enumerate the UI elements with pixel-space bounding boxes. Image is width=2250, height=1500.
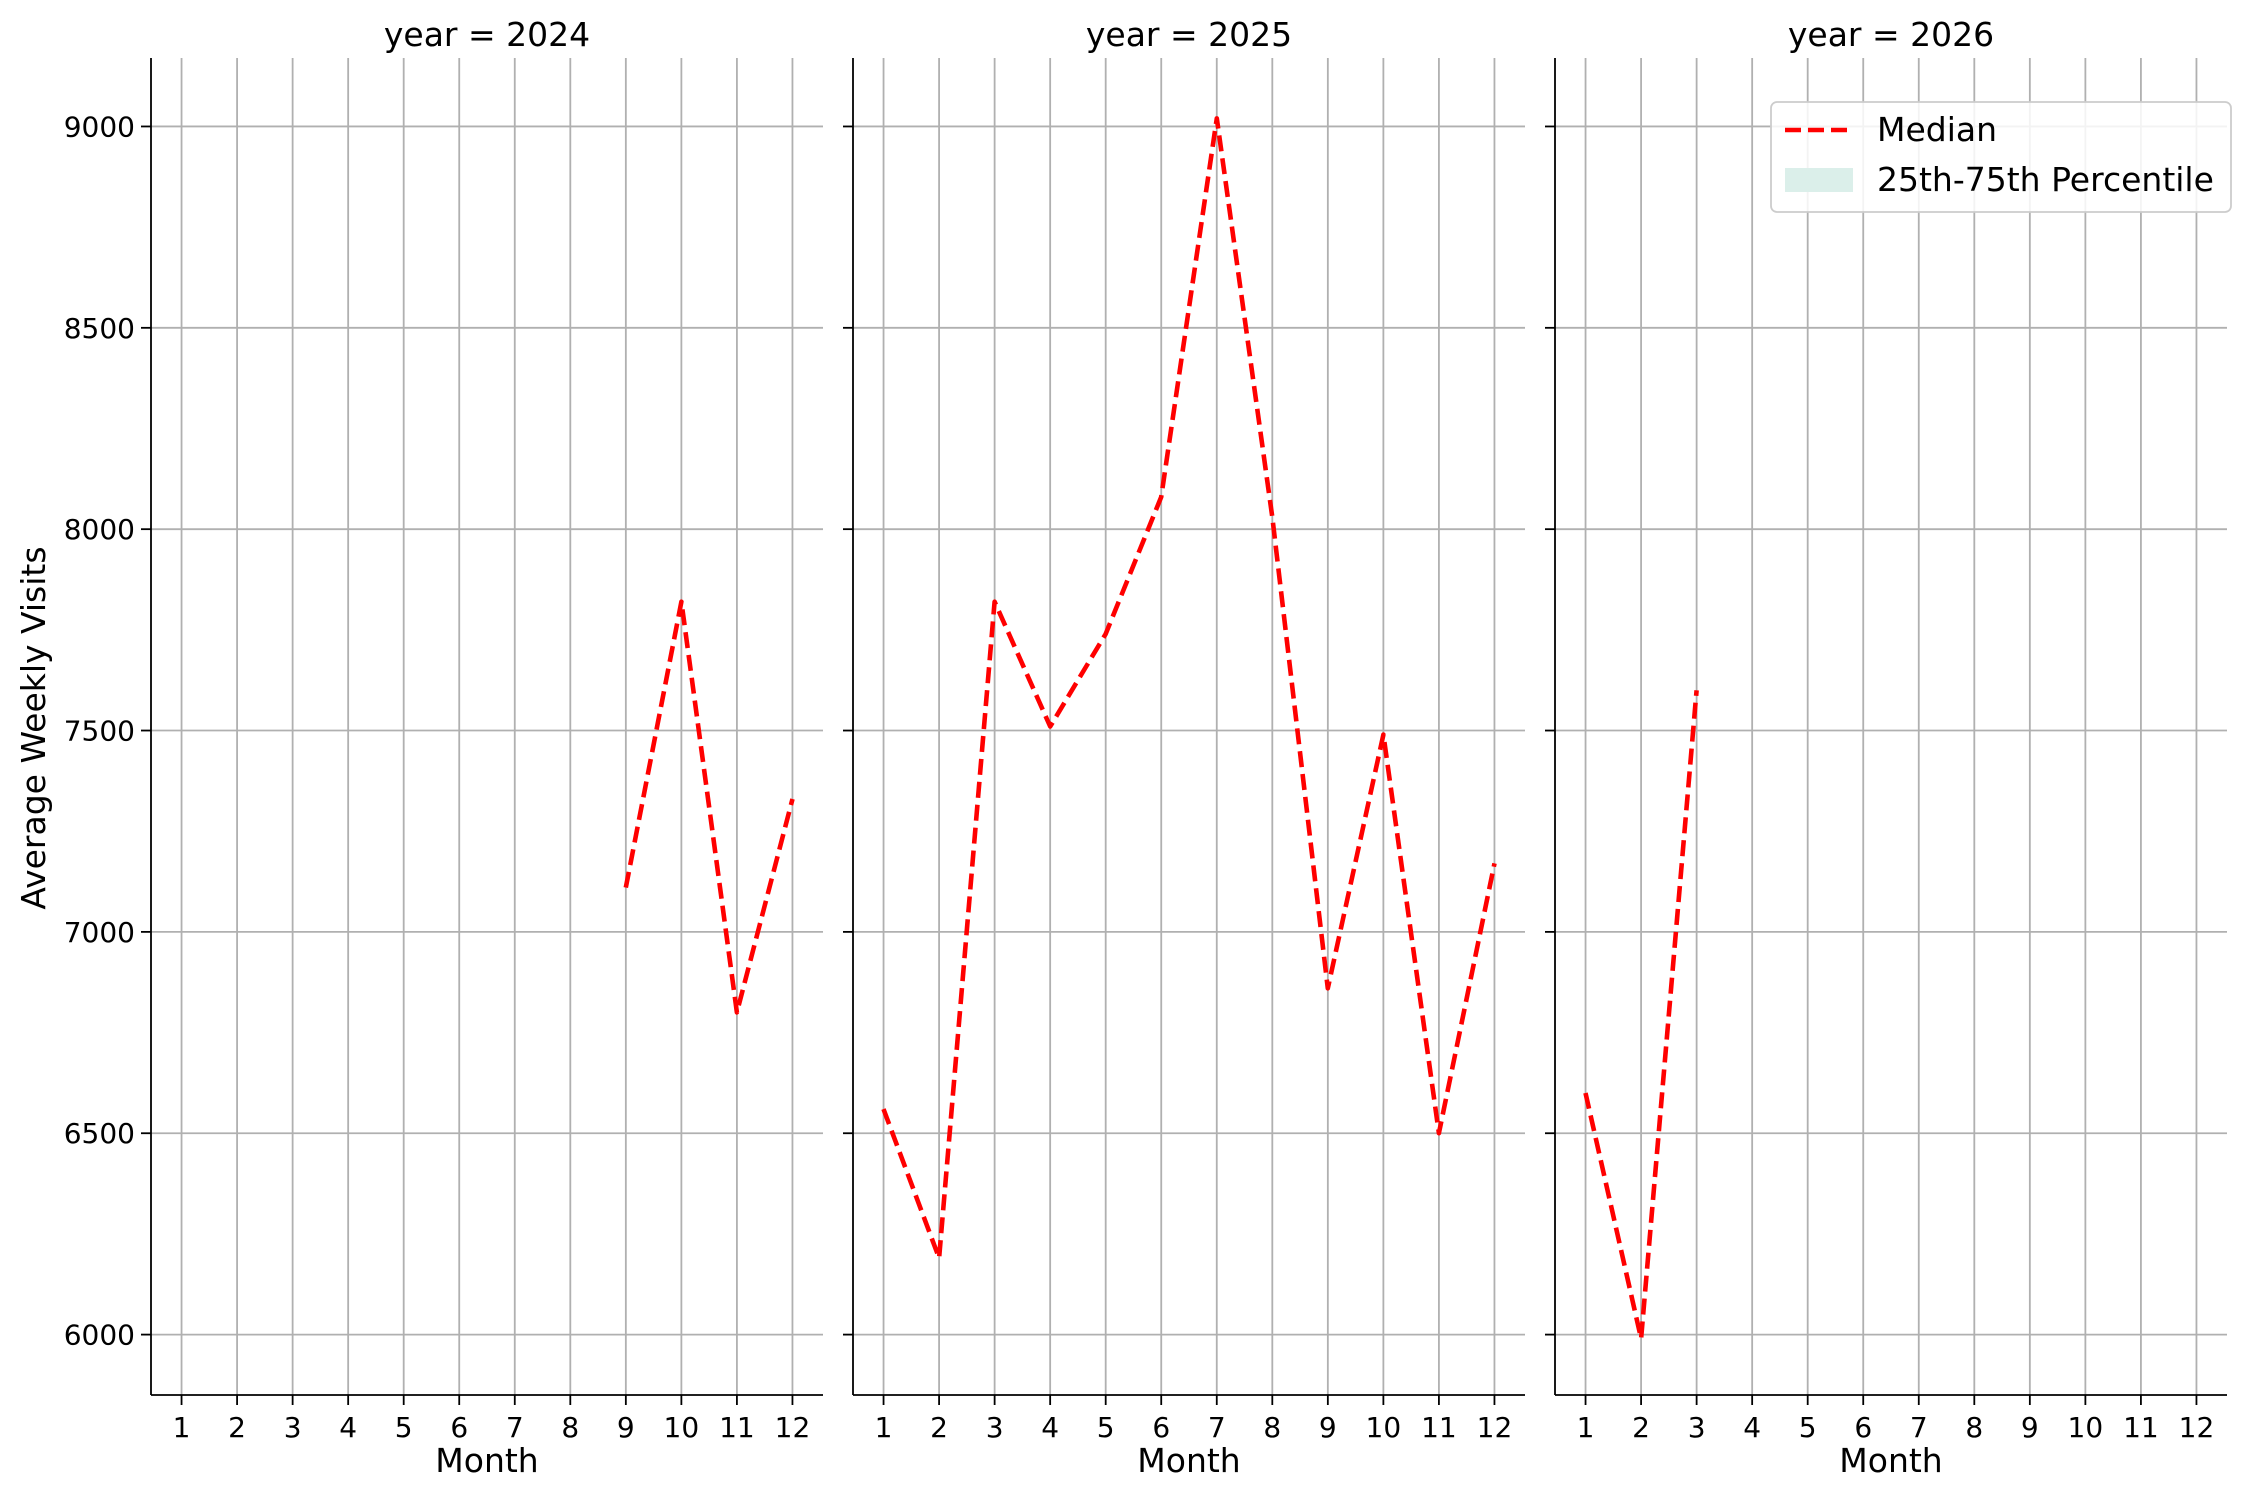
median-point (1638, 1336, 1644, 1342)
y-tick-label: 8000 (64, 513, 135, 546)
x-tick-label: 11 (1421, 1411, 1457, 1444)
x-tick-label: 4 (1743, 1411, 1761, 1444)
median-point (789, 796, 795, 802)
x-tick-label: 6 (450, 1411, 468, 1444)
x-tick-label: 2 (930, 1411, 948, 1444)
x-tick-label: 8 (1965, 1411, 1983, 1444)
median-point (1103, 631, 1109, 637)
legend-median-label: Median (1877, 110, 1997, 149)
x-tick-label: 11 (2123, 1411, 2159, 1444)
y-tick-label: 9000 (64, 110, 135, 143)
x-tick-label: 3 (284, 1411, 302, 1444)
x-tick-label: 2 (228, 1411, 246, 1444)
x-tick-label: 10 (2068, 1411, 2104, 1444)
legend-frame (1770, 101, 2232, 213)
legend-percentile-label: 25th-75th Percentile (1877, 160, 2214, 199)
facet-title: year = 2025 (1086, 15, 1292, 54)
median-series-line (881, 116, 1497, 1261)
x-tick-label: 7 (1208, 1411, 1226, 1444)
median-point (881, 1106, 887, 1112)
x-tick-label: 12 (1477, 1411, 1513, 1444)
median-point (734, 1009, 740, 1015)
facet-title: year = 2024 (384, 15, 590, 54)
median-point (1269, 514, 1275, 520)
x-tick-label: 4 (1041, 1411, 1059, 1444)
legend-percentile-swatch (1785, 168, 1853, 192)
median-point (936, 1255, 942, 1261)
x-tick-label: 6 (1854, 1411, 1872, 1444)
y-tick-label: 7500 (64, 715, 135, 748)
x-tick-label: 9 (1319, 1411, 1337, 1444)
facet-panels: 1 2 3 4 5 6 7 8 9 10 11 126000650070007500800085009… (64, 15, 2227, 1480)
x-tick-label: 1 (875, 1411, 893, 1444)
x-tick-label: 2 (1632, 1411, 1650, 1444)
x-tick-label: 6 (1152, 1411, 1170, 1444)
y-tick-label: 6500 (64, 1117, 135, 1150)
median-point (1214, 115, 1220, 121)
x-tick-label: 3 (1688, 1411, 1706, 1444)
x-tick-label: 5 (395, 1411, 413, 1444)
x-tick-label: 3 (986, 1411, 1004, 1444)
x-tick-label: 5 (1097, 1411, 1115, 1444)
x-tick-label: 11 (719, 1411, 755, 1444)
x-tick-label: 8 (1263, 1411, 1281, 1444)
median-point (1380, 732, 1386, 738)
median-point (1491, 860, 1497, 866)
median-series-line (623, 599, 795, 1015)
x-tick-label: 10 (664, 1411, 700, 1444)
grid (1555, 58, 2227, 1395)
x-tick-label: 5 (1799, 1411, 1817, 1444)
median-point (1325, 985, 1331, 991)
median-point (1694, 687, 1700, 693)
median-point (1583, 1090, 1589, 1096)
x-tick-label: 7 (506, 1411, 524, 1444)
y-axis-label: Average Weekly Visits (14, 546, 53, 909)
x-tick-label: 1 (173, 1411, 191, 1444)
x-axis-label: Month (1839, 1441, 1942, 1480)
x-axis-label: Month (435, 1441, 538, 1480)
grid (151, 58, 823, 1395)
facet-title: year = 2026 (1788, 15, 1994, 54)
median-point (623, 885, 629, 891)
x-axis-label: Month (1137, 1441, 1240, 1480)
panel-1: 1 2 3 4 5 6 7 8 9 10 11 126000650070007500800085009… (64, 15, 823, 1480)
x-tick-label: 7 (1910, 1411, 1928, 1444)
x-tick-label: 12 (775, 1411, 811, 1444)
x-tick-label: 12 (2179, 1411, 2215, 1444)
median-point (1158, 494, 1164, 500)
x-tick-label: 1 (1577, 1411, 1595, 1444)
x-tick-label: 9 (2021, 1411, 2039, 1444)
y-tick-label: 8500 (64, 312, 135, 345)
legend: Median 25th-75th Percentile (1770, 101, 2232, 213)
median-point (1436, 1130, 1442, 1136)
x-tick-label: 10 (1366, 1411, 1402, 1444)
median-point (678, 599, 684, 605)
median-point (1047, 724, 1053, 730)
median-series-line (1583, 690, 1699, 1341)
x-tick-label: 4 (339, 1411, 357, 1444)
median-point (992, 599, 998, 605)
x-tick-label: 8 (561, 1411, 579, 1444)
x-tick-label: 9 (617, 1411, 635, 1444)
y-tick-label: 6000 (64, 1319, 135, 1352)
y-tick-label: 7000 (64, 916, 135, 949)
